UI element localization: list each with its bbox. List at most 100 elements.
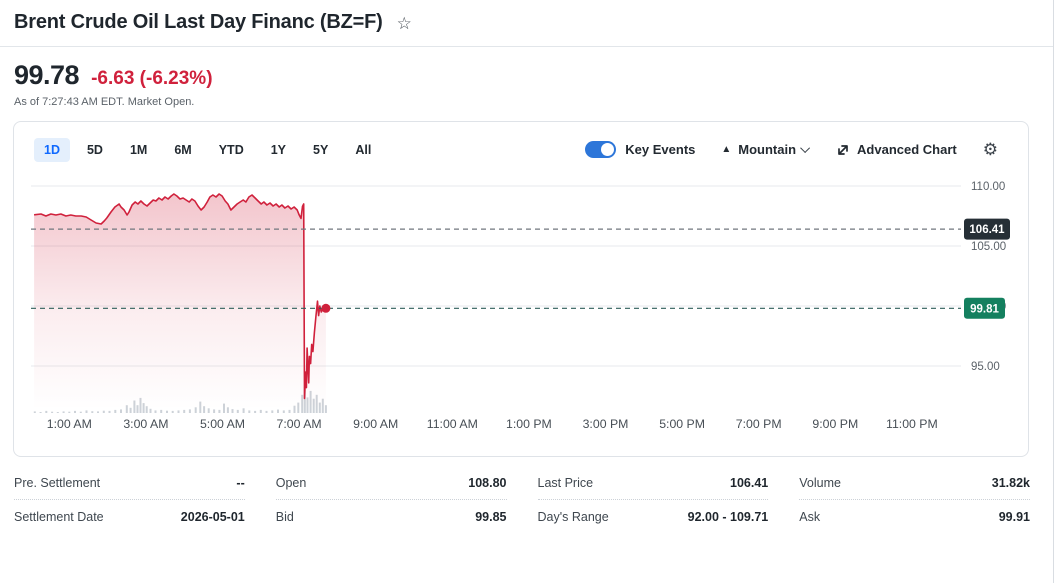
chart-card: 1D 5D 1M 6M YTD 1Y 5Y All Key Events ▲ M… bbox=[13, 121, 1029, 457]
svg-text:106.41: 106.41 bbox=[969, 224, 1005, 236]
stat-volume: Volume 31.82k bbox=[799, 467, 1030, 500]
as-of-timestamp: As of 7:27:43 AM EDT. Market Open. bbox=[14, 96, 195, 108]
volume-bar bbox=[120, 409, 122, 413]
volume-bar bbox=[231, 409, 234, 413]
mountain-icon: ▲ bbox=[721, 143, 732, 155]
current-price: 99.78 bbox=[14, 60, 80, 90]
range-button-all[interactable]: All bbox=[345, 138, 381, 162]
volume-bar bbox=[160, 409, 163, 413]
volume-bar bbox=[91, 411, 94, 413]
range-selector: 1D 5D 1M 6M YTD 1Y 5Y All bbox=[34, 137, 381, 162]
x-axis-label: 7:00 AM bbox=[277, 417, 322, 431]
range-button-1d[interactable]: 1D bbox=[34, 137, 70, 162]
range-button-ytd[interactable]: YTD bbox=[209, 138, 254, 162]
range-button-1m[interactable]: 1M bbox=[120, 138, 157, 162]
key-events-toggle[interactable]: Key Events bbox=[585, 141, 695, 158]
y-axis-label: 105.00 bbox=[971, 241, 1006, 253]
volume-bar bbox=[166, 410, 168, 413]
stat-bid: Bid 99.85 bbox=[275, 509, 507, 524]
stat-last-price: Last Price 106.41 bbox=[537, 467, 769, 500]
volume-bar bbox=[236, 409, 239, 413]
volume-bar bbox=[129, 407, 132, 413]
x-axis-label: 5:00 AM bbox=[200, 417, 245, 431]
x-axis-label: 9:00 AM bbox=[353, 417, 398, 431]
volume-bar bbox=[51, 411, 54, 413]
x-axis-label: 9:00 PM bbox=[812, 417, 858, 431]
volume-bar bbox=[97, 411, 99, 413]
price-line bbox=[34, 193, 327, 400]
volume-bar bbox=[226, 407, 229, 413]
chart-toolbar: 1D 5D 1M 6M YTD 1Y 5Y All Key Events ▲ M… bbox=[14, 122, 1028, 166]
range-button-1y[interactable]: 1Y bbox=[261, 138, 296, 162]
x-axis-label: 3:00 AM bbox=[123, 417, 168, 431]
x-axis-label: 11:00 AM bbox=[427, 417, 478, 431]
volume-bar bbox=[188, 409, 191, 413]
last-price-badge: 99.81 bbox=[964, 297, 1005, 319]
advanced-chart-button[interactable]: Advanced Chart bbox=[836, 142, 957, 157]
volume-bar bbox=[218, 409, 221, 413]
volume-bar bbox=[171, 410, 174, 413]
volume-bar bbox=[259, 409, 262, 413]
volume-bar bbox=[183, 409, 186, 413]
prev-close-badge: 106.41 bbox=[964, 218, 1010, 240]
stat-days-range: Day's Range 92.00 - 109.71 bbox=[537, 509, 769, 524]
volume-bar bbox=[265, 410, 268, 413]
chart-options: Key Events ▲ Mountain Advanced Chart ⚙ bbox=[585, 141, 998, 158]
volume-bar bbox=[33, 411, 36, 413]
toggle-switch-icon[interactable] bbox=[585, 141, 617, 158]
volume-bar bbox=[45, 410, 48, 413]
volume-bar bbox=[248, 410, 251, 413]
y-axis-label: 110.00 bbox=[971, 181, 1005, 193]
volume-bar bbox=[288, 409, 291, 413]
range-button-6m[interactable]: 6M bbox=[164, 138, 201, 162]
chart-type-dropdown[interactable]: ▲ Mountain bbox=[721, 142, 811, 157]
x-axis-label: 1:00 AM bbox=[47, 417, 92, 431]
stat-ask: Ask 99.91 bbox=[799, 509, 1030, 524]
volume-bar bbox=[242, 408, 245, 413]
volume-bar bbox=[79, 411, 82, 413]
stats-grid: Pre. Settlement -- Open 108.80 Last Pric… bbox=[14, 467, 1030, 533]
x-axis-label: 3:00 PM bbox=[583, 417, 629, 431]
page-title: Brent Crude Oil Last Day Financ (BZ=F) bbox=[14, 11, 383, 33]
volume-bar bbox=[282, 410, 285, 413]
x-axis-label: 1:00 PM bbox=[506, 417, 552, 431]
advanced-chart-label: Advanced Chart bbox=[857, 142, 957, 157]
volume-bar bbox=[213, 409, 216, 413]
volume-bar bbox=[277, 409, 279, 413]
key-events-label: Key Events bbox=[625, 142, 696, 157]
volume-bar bbox=[194, 407, 197, 413]
volume-bar bbox=[207, 408, 210, 413]
range-button-5y[interactable]: 5Y bbox=[303, 138, 338, 162]
favorite-star-icon[interactable]: ☆ bbox=[396, 14, 412, 33]
header-divider bbox=[0, 46, 1053, 47]
stat-open: Open 108.80 bbox=[275, 467, 507, 500]
volume-bar bbox=[108, 410, 111, 413]
volume-bar bbox=[149, 408, 152, 413]
header: Brent Crude Oil Last Day Financ (BZ=F) ☆ bbox=[0, 0, 1053, 34]
volume-bar bbox=[68, 411, 71, 413]
stat-settlement-date: Settlement Date 2026-05-01 bbox=[14, 509, 245, 524]
chevron-down-icon bbox=[800, 143, 811, 154]
volume-bar bbox=[114, 409, 117, 413]
volume-bar bbox=[56, 412, 59, 413]
x-axis-label: 11:00 PM bbox=[886, 417, 938, 431]
price-change: -6.63 (-6.23%) bbox=[91, 68, 213, 89]
area-fill bbox=[34, 194, 326, 410]
quote-summary: 99.78 -6.63 (-6.23%) As of 7:27:43 AM ED… bbox=[0, 47, 1053, 108]
volume-bar bbox=[154, 410, 157, 413]
current-price-dot bbox=[321, 303, 331, 313]
x-axis-label: 7:00 PM bbox=[736, 417, 782, 431]
volume-bar bbox=[254, 410, 257, 413]
expand-arrow-icon bbox=[838, 144, 848, 155]
volume-bar bbox=[177, 410, 180, 413]
chart-type-label: Mountain bbox=[738, 142, 797, 157]
volume-bar bbox=[62, 411, 65, 413]
range-button-5d[interactable]: 5D bbox=[77, 138, 113, 162]
volume-bar bbox=[271, 410, 274, 413]
volume-bar bbox=[85, 410, 88, 413]
chart-settings-gear-icon[interactable]: ⚙ bbox=[982, 140, 998, 159]
y-axis-label: 95.00 bbox=[971, 361, 1000, 373]
